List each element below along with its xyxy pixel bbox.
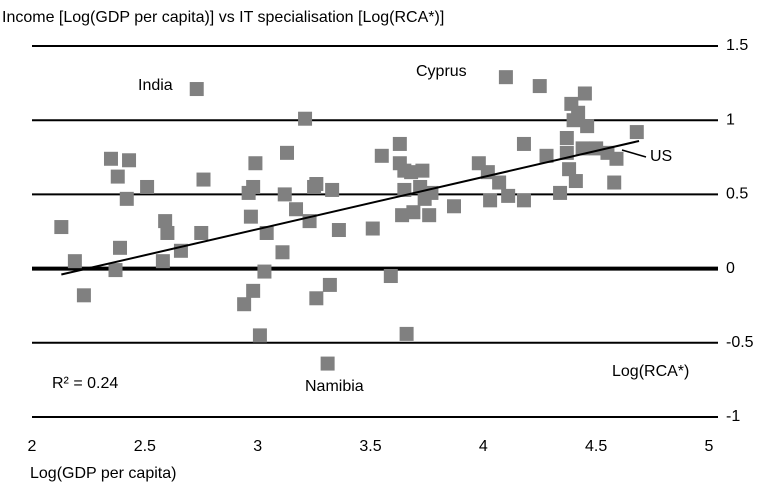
point xyxy=(553,185,568,200)
point xyxy=(629,125,644,140)
point xyxy=(277,187,292,202)
point xyxy=(252,328,267,343)
point xyxy=(309,291,324,306)
point xyxy=(609,151,624,166)
point xyxy=(110,169,125,184)
point xyxy=(331,223,346,238)
point xyxy=(155,254,170,269)
y-tick-label: 1 xyxy=(726,111,735,128)
point xyxy=(248,156,263,171)
point xyxy=(404,165,419,180)
y-tick-label: -0.5 xyxy=(726,334,754,351)
point xyxy=(539,148,554,163)
annotation: R² = 0.24 xyxy=(52,375,118,392)
leader-line xyxy=(621,149,647,158)
x-tick-label: 2.5 xyxy=(134,438,156,455)
x-tick-label: 2 xyxy=(28,438,37,455)
y-tick-label: 1.5 xyxy=(726,37,748,54)
point xyxy=(406,205,421,220)
point xyxy=(516,136,531,151)
point xyxy=(577,86,592,101)
annotation: Cyprus xyxy=(416,63,467,80)
point xyxy=(54,220,69,235)
point xyxy=(395,208,410,223)
point xyxy=(383,269,398,284)
point xyxy=(532,79,547,94)
annotation: Log(RCA*) xyxy=(612,363,689,380)
point xyxy=(189,82,204,97)
point xyxy=(140,179,155,194)
point xyxy=(280,145,295,160)
x-tick-label: 4 xyxy=(479,438,488,455)
point xyxy=(516,193,531,208)
point xyxy=(392,136,407,151)
y-tick-label: -1 xyxy=(726,408,740,425)
point xyxy=(422,208,437,223)
y-tick-label: 0 xyxy=(726,260,735,277)
point xyxy=(194,225,209,240)
point xyxy=(568,174,583,189)
point xyxy=(562,162,577,177)
annotation: Namibia xyxy=(305,378,364,395)
point xyxy=(257,264,272,279)
trend-line xyxy=(61,140,640,276)
point xyxy=(67,254,82,269)
point xyxy=(575,141,590,156)
annotation: India xyxy=(138,77,173,94)
point xyxy=(374,148,389,163)
point xyxy=(571,105,586,120)
x-tick-label: 3.5 xyxy=(359,438,381,455)
point xyxy=(498,70,513,85)
point xyxy=(322,277,337,292)
point xyxy=(103,151,118,166)
point xyxy=(246,179,261,194)
point xyxy=(607,175,622,190)
y-tick-label: 0.5 xyxy=(726,186,748,203)
x-axis-label: Log(GDP per capita) xyxy=(30,465,176,482)
point xyxy=(580,119,595,134)
point xyxy=(76,288,91,303)
point xyxy=(237,297,252,312)
point xyxy=(446,199,461,214)
point xyxy=(365,221,380,236)
chart-subtitle: Income [Log(GDP per capita)] vs IT speci… xyxy=(2,9,444,26)
x-tick-label: 4.5 xyxy=(585,438,607,455)
point xyxy=(259,225,274,240)
point xyxy=(415,163,430,178)
point xyxy=(243,209,258,224)
point xyxy=(289,202,304,217)
point xyxy=(298,111,313,126)
point xyxy=(113,240,128,255)
annotation: US xyxy=(650,148,672,165)
point xyxy=(399,326,414,341)
point xyxy=(559,131,574,146)
point xyxy=(320,356,335,371)
point xyxy=(196,172,211,187)
point xyxy=(160,225,175,240)
point xyxy=(108,263,123,278)
point xyxy=(483,193,498,208)
point xyxy=(275,245,290,260)
point xyxy=(492,175,507,190)
point xyxy=(158,214,173,229)
x-tick-label: 5 xyxy=(705,438,714,455)
x-tick-label: 3 xyxy=(253,438,262,455)
point xyxy=(309,177,324,192)
point xyxy=(501,188,516,203)
point xyxy=(246,283,261,298)
point xyxy=(119,191,134,206)
point xyxy=(325,182,340,197)
point xyxy=(122,153,137,168)
